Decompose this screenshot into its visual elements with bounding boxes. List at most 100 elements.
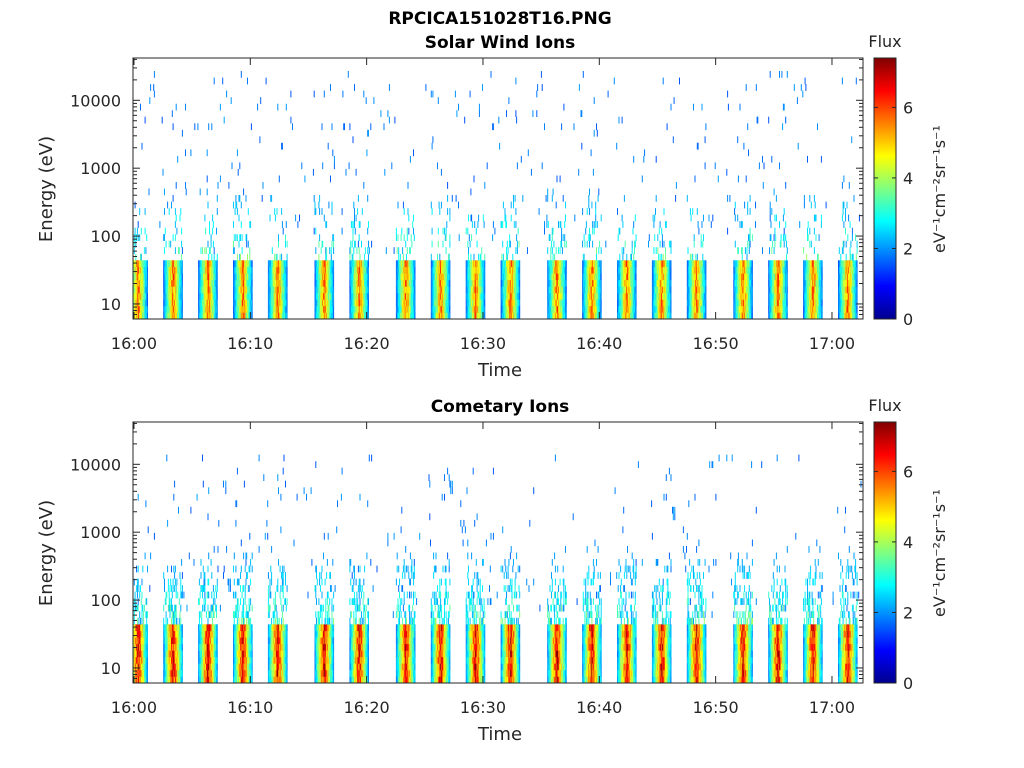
flux-cell <box>547 279 549 287</box>
flux-cell <box>354 299 355 307</box>
flux-cell <box>746 266 748 274</box>
flux-cell <box>618 260 620 268</box>
flux-cell <box>591 286 593 294</box>
flux-cell <box>433 260 435 268</box>
flux-cell <box>435 279 437 287</box>
flux-cell <box>323 312 325 320</box>
flux-cell <box>588 286 590 294</box>
flux-cell <box>783 208 785 215</box>
flux-cell <box>548 299 550 307</box>
flux-cell <box>329 266 331 274</box>
flux-cell <box>515 247 517 254</box>
flux-cell <box>316 279 317 287</box>
flux-cell <box>668 260 670 268</box>
flux-cell <box>739 292 741 300</box>
flux-cell <box>471 292 473 300</box>
flux-cell <box>666 286 668 294</box>
flux-cell <box>202 286 204 294</box>
flux-cell <box>583 292 585 300</box>
flux-cell <box>401 286 403 294</box>
flux-cell <box>690 273 692 281</box>
flux-cell <box>137 234 139 241</box>
flux-cell <box>653 273 655 281</box>
flux-cell <box>137 299 139 307</box>
flux-cell <box>630 266 632 274</box>
flux-cell <box>270 312 272 320</box>
flux-cell <box>714 162 716 170</box>
flux-cell <box>435 286 437 294</box>
flux-cell <box>748 305 750 313</box>
flux-cell <box>773 312 775 320</box>
flux-cell <box>734 201 736 209</box>
flux-cell <box>441 312 443 320</box>
flux-cell <box>361 305 363 313</box>
flux-cell <box>769 286 770 294</box>
flux-cell <box>629 312 631 320</box>
flux-cell <box>593 299 595 307</box>
flux-cell <box>316 299 318 307</box>
flux-cell <box>585 312 587 320</box>
flux-cell <box>476 273 478 281</box>
flux-cell <box>233 279 234 287</box>
flux-cell <box>240 234 241 241</box>
flux-cell <box>395 279 397 287</box>
flux-cell <box>743 286 745 294</box>
flux-cell <box>734 260 736 268</box>
flux-cell <box>803 299 805 307</box>
flux-cell <box>768 260 770 268</box>
flux-cell <box>747 305 749 313</box>
flux-cell <box>475 273 477 281</box>
flux-cell <box>814 305 816 313</box>
flux-cell <box>399 292 401 300</box>
flux-cell <box>589 312 590 320</box>
flux-cell <box>444 266 445 274</box>
flux-cell <box>506 260 508 268</box>
flux-cell <box>502 273 504 281</box>
flux-cell <box>234 312 236 320</box>
flux-cell <box>631 260 633 268</box>
flux-cell <box>278 292 279 300</box>
flux-cell <box>251 299 253 307</box>
flux-cell <box>275 266 277 274</box>
flux-cell <box>805 286 807 294</box>
flux-cell <box>201 260 203 268</box>
flux-cell <box>703 214 704 222</box>
flux-cell <box>169 266 171 274</box>
flux-cell <box>652 260 654 268</box>
flux-cell <box>409 266 411 274</box>
flux-cell <box>433 260 435 268</box>
flux-cell <box>444 305 445 313</box>
flux-cell <box>547 247 549 254</box>
flux-cell <box>666 299 668 307</box>
flux-cell <box>620 279 622 287</box>
flux-cell <box>739 260 741 268</box>
flux-cell <box>686 305 688 313</box>
flux-cell <box>357 266 359 274</box>
flux-cell <box>782 260 784 268</box>
flux-cell <box>808 286 810 294</box>
flux-cell <box>198 292 200 300</box>
flux-cell <box>690 299 692 307</box>
flux-cell <box>655 155 657 163</box>
flux-cell <box>620 292 622 300</box>
flux-cell <box>433 266 435 274</box>
flux-cell <box>599 292 601 300</box>
flux-cell <box>251 286 253 294</box>
flux-cell <box>240 312 241 320</box>
flux-cell <box>205 260 207 268</box>
flux-cell <box>506 292 508 300</box>
flux-cell <box>362 286 364 294</box>
flux-cell <box>807 260 809 268</box>
flux-cell <box>409 247 411 254</box>
flux-cell <box>780 279 782 287</box>
flux-cell <box>600 247 602 254</box>
flux-cell <box>617 312 618 320</box>
flux-cell <box>180 286 182 294</box>
flux-cell <box>511 286 513 294</box>
flux-cell <box>562 266 564 274</box>
flux-cell <box>703 299 704 307</box>
flux-cell <box>215 266 217 274</box>
flux-cell <box>208 123 210 131</box>
flux-cell <box>167 286 169 294</box>
flux-cell <box>693 266 695 274</box>
